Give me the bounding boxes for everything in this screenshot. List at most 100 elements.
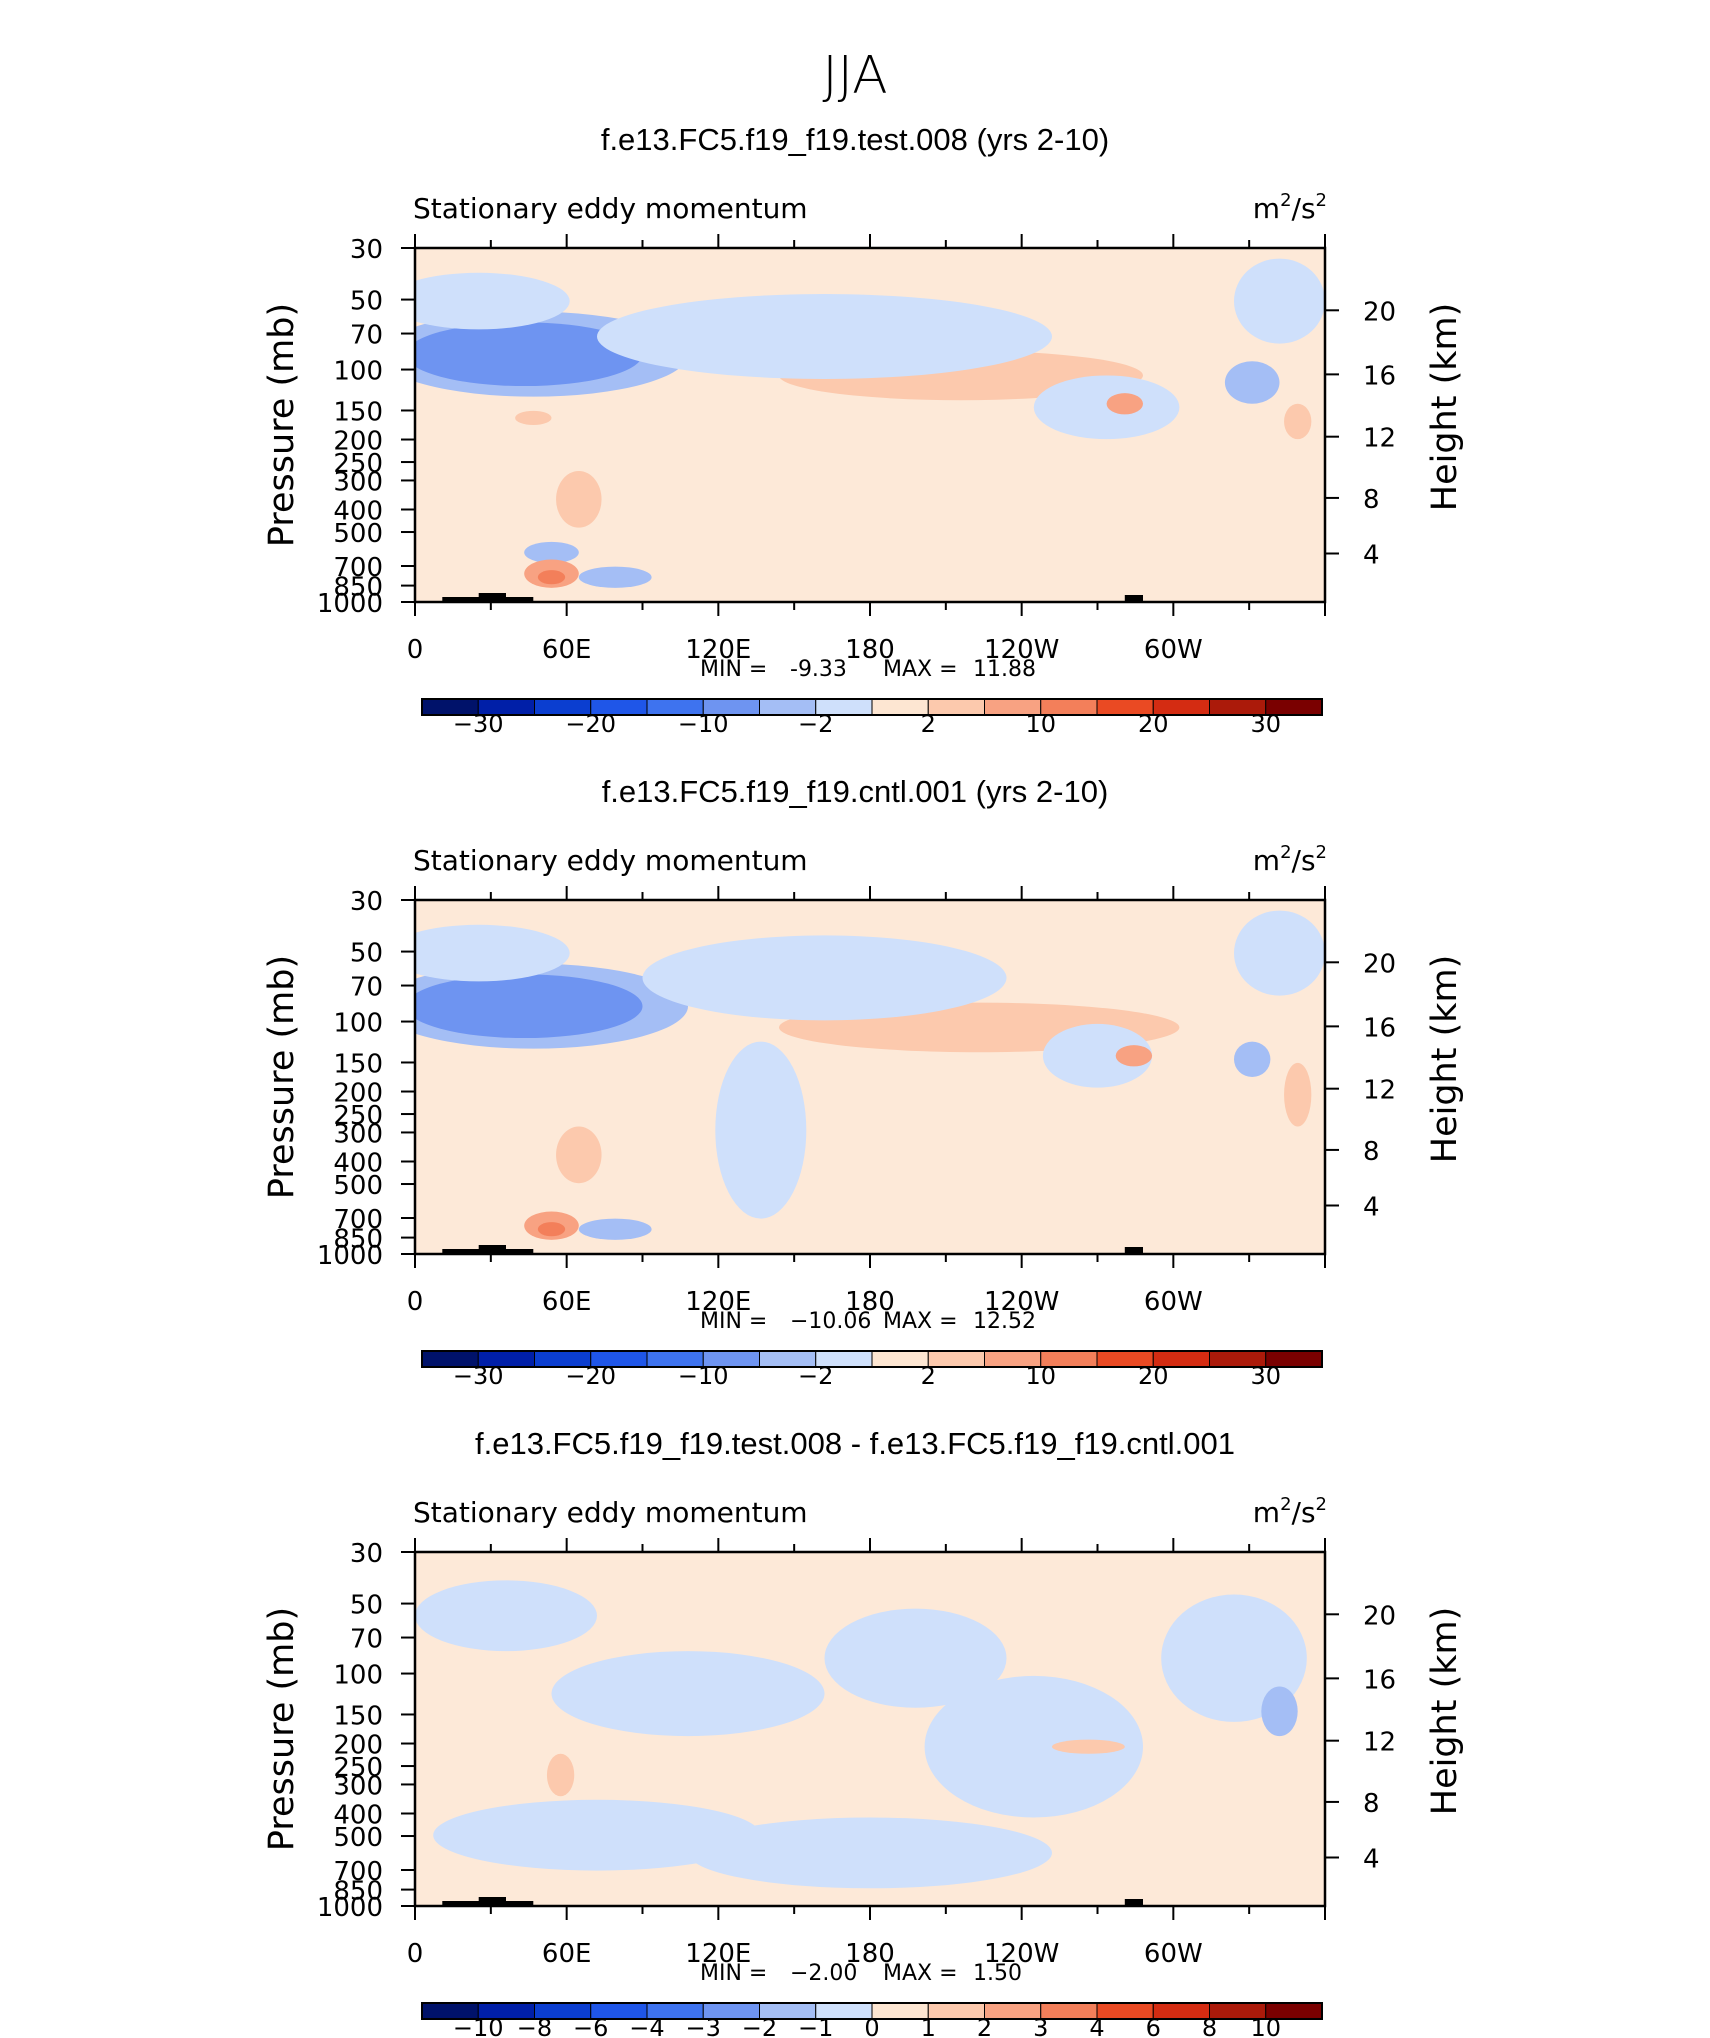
units-exponent-2: 2 <box>1316 1494 1327 1515</box>
lon-tick-label: 60W <box>1144 1939 1203 1969</box>
pressure-tick-label: 500 <box>333 1171 383 1201</box>
contour-region <box>688 1817 1052 1889</box>
colorbar-label: −6 <box>573 2014 608 2038</box>
pressure-tick-label: 150 <box>333 397 383 427</box>
colorbar-label: 1 <box>921 2014 936 2038</box>
units-base: m <box>1253 1496 1280 1529</box>
colorbar-label: 2 <box>921 710 936 738</box>
contour-region <box>1234 910 1325 996</box>
contour-region <box>515 410 552 426</box>
contour-region <box>546 1753 575 1797</box>
colorbar-label: 8 <box>1202 2014 1217 2038</box>
colorbar-frame <box>421 698 1323 716</box>
pressure-tick-label: 400 <box>333 496 383 526</box>
contour-region <box>1106 393 1144 415</box>
pressure-tick-label: 50 <box>350 939 383 969</box>
topography <box>1124 1899 1143 1906</box>
lon-tick-label: 60E <box>542 1939 592 1969</box>
variable-label: Stationary eddy momentum <box>413 844 808 877</box>
y-axis-title-right: Height (km) <box>1425 303 1465 512</box>
topography <box>478 1897 506 1906</box>
colorbar-label: 20 <box>1138 1362 1169 1390</box>
pressure-tick-label: 1000 <box>317 1893 383 1923</box>
max-label: MAX = <box>883 657 958 682</box>
height-tick-label: 4 <box>1363 1193 1380 1223</box>
max-value: 12.52 <box>973 1309 1036 1334</box>
contour-region <box>1284 1062 1312 1127</box>
height-tick-label: 12 <box>1363 424 1396 454</box>
pressure-tick-label: 500 <box>333 1823 383 1853</box>
height-tick-label: 4 <box>1363 1845 1380 1875</box>
colorbar-label: −8 <box>517 2014 552 2038</box>
topography <box>1124 1247 1143 1254</box>
contour-region <box>1042 1023 1153 1088</box>
pressure-tick-label: 200 <box>333 427 383 457</box>
height-tick-label: 8 <box>1363 1789 1380 1819</box>
lon-tick-label: 0 <box>407 1287 424 1317</box>
max-label: MAX = <box>883 1961 958 1986</box>
contour-region <box>556 471 602 528</box>
colorbar-label: 20 <box>1138 710 1169 738</box>
contour-fills <box>415 258 1325 602</box>
pressure-tick-label: 200 <box>333 1731 383 1761</box>
contour-region <box>1115 1045 1153 1067</box>
contour-region <box>1052 1739 1125 1754</box>
colorbar-frame <box>421 2002 1323 2020</box>
contour-region <box>524 541 579 564</box>
pressure-tick-label: 1000 <box>317 1241 383 1271</box>
height-tick-label: 20 <box>1363 297 1396 327</box>
pressure-tick-label: 100 <box>333 1661 383 1691</box>
y-axis-title: Pressure (mb) <box>262 303 302 547</box>
height-tick-label: 16 <box>1363 1013 1396 1043</box>
colorbar-label: −2 <box>742 2014 777 2038</box>
contour-region <box>1033 375 1180 440</box>
min-value: −10.06 <box>790 1309 871 1334</box>
lon-tick-label: 120W <box>984 635 1059 665</box>
colorbar-label: 2 <box>921 1362 936 1390</box>
pressure-tick-label: 30 <box>350 1539 383 1569</box>
colorbar-label: −30 <box>453 1362 504 1390</box>
units-label: m2/s2 <box>1253 842 1327 877</box>
height-tick-label: 16 <box>1363 361 1396 391</box>
colorbar-label: 6 <box>1146 2014 1161 2038</box>
contour-region <box>415 974 643 1039</box>
lon-tick-label: 120W <box>984 1287 1059 1317</box>
units-base: m <box>1253 844 1280 877</box>
y-axis-title-right: Height (km) <box>1425 1607 1465 1816</box>
contour-region <box>415 272 570 330</box>
height-tick-label: 8 <box>1363 1137 1380 1167</box>
units-exponent: 2 <box>1280 842 1291 863</box>
height-tick-label: 8 <box>1363 485 1380 515</box>
pressure-tick-label: 700 <box>333 1205 383 1235</box>
pressure-tick-label: 1000 <box>317 589 383 619</box>
height-tick-label: 20 <box>1363 1601 1396 1631</box>
colorbar-box <box>927 698 985 716</box>
pressure-tick-label: 850 <box>333 1877 383 1907</box>
contour-region <box>578 1218 652 1240</box>
min-label: MIN = <box>700 1309 767 1334</box>
pressure-tick-label: 700 <box>333 1857 383 1887</box>
height-tick-label: 12 <box>1363 1728 1396 1758</box>
colorbar-label: −2 <box>798 710 833 738</box>
colorbar-box <box>927 1350 985 1368</box>
contour-region <box>642 935 1007 1021</box>
colorbar-label: 0 <box>864 2014 879 2038</box>
units-exponent-2: 2 <box>1316 190 1327 211</box>
colorbar-label: −3 <box>686 2014 721 2038</box>
contour-region <box>1261 1686 1298 1737</box>
pressure-tick-label: 300 <box>333 467 383 497</box>
pressure-tick-label: 50 <box>350 1591 383 1621</box>
pressure-tick-label: 300 <box>333 1119 383 1149</box>
units-label: m2/s2 <box>1253 190 1327 225</box>
pressure-tick-label: 30 <box>350 235 383 265</box>
colorbar-label: 3 <box>1033 2014 1048 2038</box>
colorbar-label: −10 <box>453 2014 504 2038</box>
pressure-tick-label: 100 <box>333 1009 383 1039</box>
min-value: -9.33 <box>790 657 847 682</box>
topography <box>1124 595 1143 602</box>
contour-region <box>924 1675 1143 1818</box>
pressure-tick-label: 250 <box>333 1101 383 1131</box>
contour-region <box>715 1041 807 1219</box>
colorbar-label: −2 <box>798 1362 833 1390</box>
units-middle: /s <box>1292 192 1316 225</box>
